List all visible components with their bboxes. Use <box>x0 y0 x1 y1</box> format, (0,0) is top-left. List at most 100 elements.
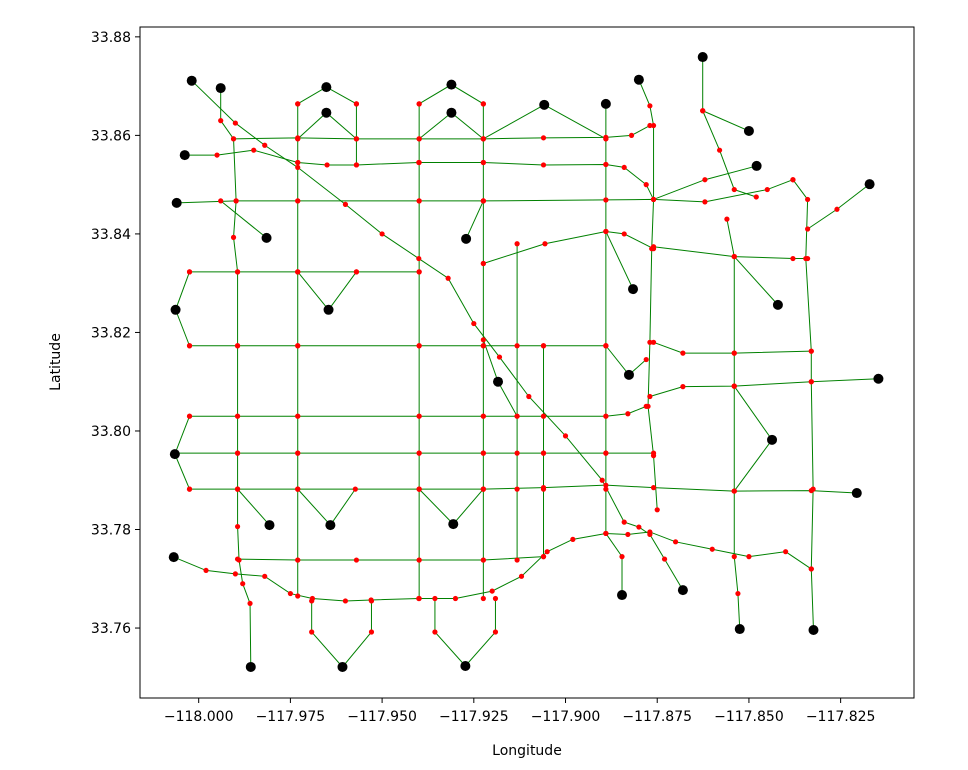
node <box>416 255 422 262</box>
node <box>643 403 649 409</box>
y-tick-label: 33.78 <box>91 523 131 539</box>
node <box>480 136 486 142</box>
road <box>220 88 252 667</box>
terminal-node <box>264 520 275 531</box>
node <box>647 339 653 345</box>
node <box>700 108 706 114</box>
node <box>544 549 550 555</box>
node <box>540 554 547 560</box>
node <box>233 198 239 204</box>
node <box>514 450 520 456</box>
node <box>709 546 715 552</box>
node <box>731 488 737 494</box>
node <box>702 177 708 183</box>
node <box>295 101 301 107</box>
node <box>603 482 609 488</box>
node <box>492 595 499 602</box>
node <box>342 201 349 207</box>
node <box>234 269 241 275</box>
road <box>638 79 658 510</box>
road <box>605 345 647 376</box>
road <box>483 230 654 264</box>
node <box>621 231 627 237</box>
terminal-node <box>321 107 332 118</box>
node <box>471 320 477 327</box>
terminal-node <box>325 520 336 531</box>
node <box>218 198 224 204</box>
road <box>176 179 794 204</box>
node <box>753 194 759 200</box>
road <box>702 110 750 132</box>
road <box>653 341 812 354</box>
node <box>234 556 241 562</box>
terminal-node <box>448 519 459 530</box>
node <box>570 536 576 542</box>
node <box>352 486 358 492</box>
node <box>287 590 293 597</box>
node <box>368 629 375 635</box>
node <box>480 260 486 267</box>
node <box>295 413 301 419</box>
node <box>603 343 609 349</box>
node <box>783 549 789 555</box>
terminal-node <box>743 125 754 136</box>
node <box>234 343 241 349</box>
x-tick-label: −117.875 <box>622 709 692 725</box>
node <box>625 411 631 417</box>
node <box>672 539 679 545</box>
terminal-node <box>628 284 639 295</box>
node <box>805 226 811 232</box>
node <box>232 120 238 126</box>
terminal-node <box>245 661 256 672</box>
node <box>295 450 301 456</box>
node <box>540 450 547 456</box>
node <box>702 199 708 205</box>
road <box>418 488 484 525</box>
terminal-node <box>751 160 762 171</box>
node <box>514 343 520 349</box>
terminal-node <box>461 233 472 244</box>
road <box>605 231 634 290</box>
terminal-node <box>446 79 457 90</box>
node <box>603 136 609 142</box>
node <box>650 196 657 203</box>
node <box>480 101 486 107</box>
node <box>416 450 422 456</box>
node <box>295 269 301 275</box>
x-tick-label: −117.950 <box>347 709 417 725</box>
x-tick-label: −117.850 <box>714 709 784 725</box>
y-axis-label: Latitude <box>48 333 64 391</box>
terminal-node <box>864 179 875 190</box>
node <box>480 450 486 456</box>
node <box>309 629 315 635</box>
node <box>416 198 422 204</box>
node <box>251 147 257 153</box>
terminal-node <box>633 74 644 85</box>
terminal-node <box>623 369 634 380</box>
node <box>368 597 374 603</box>
node <box>599 477 605 483</box>
terminal-node <box>873 373 884 384</box>
road <box>807 183 870 230</box>
node <box>647 529 653 535</box>
node <box>647 393 653 400</box>
node <box>790 177 796 183</box>
x-tick-label: −117.925 <box>439 709 509 725</box>
node <box>353 101 360 107</box>
node <box>480 159 486 166</box>
node <box>295 159 301 166</box>
node <box>295 198 301 204</box>
node <box>480 198 486 204</box>
node <box>416 557 422 563</box>
terminal-node <box>169 449 180 460</box>
node <box>353 557 360 563</box>
node <box>234 523 241 530</box>
node <box>514 486 520 492</box>
node <box>643 356 649 363</box>
terminal-node <box>170 304 181 315</box>
node <box>650 122 657 129</box>
node <box>514 557 520 563</box>
node <box>480 413 486 419</box>
node <box>661 556 668 562</box>
